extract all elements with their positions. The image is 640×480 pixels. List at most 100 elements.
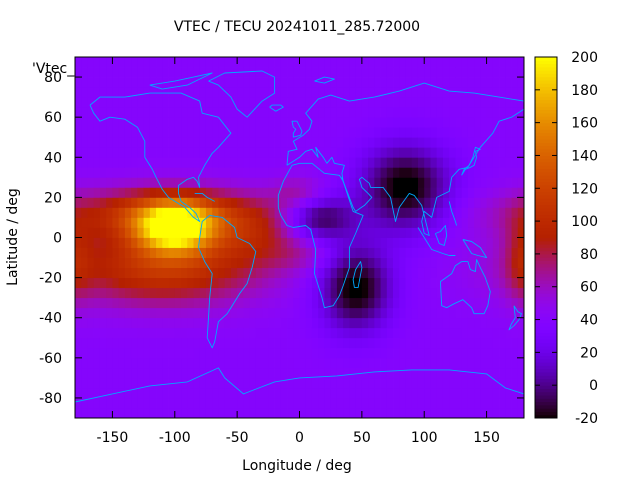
heatmap-cell — [112, 337, 120, 349]
heatmap-cell — [492, 297, 500, 309]
heatmap-cell — [411, 127, 419, 138]
heatmap-cell — [461, 357, 469, 369]
heatmap-cell — [75, 317, 82, 329]
heatmap-cell — [287, 257, 294, 268]
heatmap-cell — [224, 147, 232, 158]
heatmap-cell — [492, 167, 500, 178]
heatmap-cell — [193, 267, 201, 279]
heatmap-cell — [131, 157, 138, 168]
heatmap-cell — [87, 57, 95, 68]
colorbar-segment — [535, 106, 557, 111]
heatmap-cell — [393, 147, 400, 158]
heatmap-cell — [343, 87, 350, 98]
heatmap-cell — [274, 397, 282, 409]
heatmap-cell — [330, 367, 338, 379]
coastline-south-america — [198, 214, 257, 349]
heatmap-cell — [193, 157, 201, 168]
heatmap-cell — [224, 97, 232, 108]
heatmap-cell — [249, 57, 257, 68]
heatmap-cell — [124, 397, 132, 409]
heatmap-cell — [417, 297, 425, 309]
heatmap-cell — [467, 167, 475, 178]
heatmap-cell — [143, 377, 151, 389]
heatmap-cell — [449, 157, 456, 168]
heatmap-cell — [280, 297, 288, 309]
heatmap-cell — [449, 77, 456, 88]
heatmap-cell — [124, 97, 132, 108]
heatmap-cell — [405, 337, 413, 349]
heatmap-cell — [486, 157, 494, 168]
heatmap-cell — [349, 187, 357, 198]
heatmap-cell — [99, 177, 107, 188]
heatmap-cell — [218, 137, 226, 148]
heatmap-cell — [380, 197, 388, 208]
heatmap-cell — [181, 117, 188, 128]
heatmap-cell — [262, 157, 269, 168]
heatmap-cell — [480, 287, 487, 299]
heatmap-cell — [486, 127, 494, 138]
heatmap-cell — [280, 267, 288, 279]
heatmap-cell — [330, 57, 338, 68]
heatmap-cell — [386, 167, 394, 178]
heatmap-cell — [205, 347, 213, 359]
heatmap-cell — [486, 257, 494, 268]
heatmap-cell — [137, 387, 144, 399]
heatmap-cell — [224, 407, 232, 419]
heatmap-cell — [187, 217, 194, 228]
heatmap-cell — [436, 337, 444, 349]
heatmap-cell — [399, 347, 406, 359]
heatmap-cell — [305, 67, 313, 78]
y-tick-label: 0 — [53, 231, 62, 247]
heatmap-cell — [293, 357, 300, 369]
heatmap-cell — [181, 157, 188, 168]
heatmap-cell — [368, 57, 375, 68]
heatmap-cell — [131, 327, 138, 339]
heatmap-cell — [274, 287, 282, 299]
heatmap-cell — [311, 217, 319, 228]
heatmap-cell — [349, 227, 357, 238]
heatmap-cell — [174, 67, 182, 78]
heatmap-cell — [106, 397, 113, 409]
heatmap-cell — [511, 297, 519, 309]
heatmap-cell — [349, 117, 357, 128]
heatmap-cell — [442, 127, 450, 138]
heatmap-cell — [75, 307, 82, 319]
heatmap-cell — [274, 107, 282, 118]
heatmap-cell — [106, 337, 113, 349]
heatmap-cell — [436, 397, 444, 409]
heatmap-cell — [349, 217, 357, 228]
heatmap-cell — [293, 267, 300, 279]
heatmap-cell — [199, 247, 207, 258]
heatmap-cell — [268, 77, 275, 88]
heatmap-cell — [199, 127, 207, 138]
heatmap-cell — [187, 77, 194, 88]
heatmap-cell — [131, 127, 138, 138]
heatmap-cell — [168, 397, 176, 409]
heatmap-cell — [361, 127, 369, 138]
heatmap-cell — [330, 357, 338, 369]
heatmap-cell — [212, 367, 219, 379]
heatmap-cell — [262, 97, 269, 108]
heatmap-cell — [218, 107, 226, 118]
heatmap-cell — [87, 77, 95, 88]
heatmap-cell — [305, 207, 313, 218]
heatmap-cell — [511, 397, 519, 409]
heatmap-cell — [499, 207, 506, 218]
colorbar-segment — [535, 250, 557, 255]
heatmap-cell — [112, 197, 120, 208]
heatmap-cell — [112, 177, 120, 188]
heatmap-cell — [467, 407, 475, 419]
heatmap-cell — [361, 167, 369, 178]
heatmap-cell — [492, 257, 500, 268]
heatmap-cell — [75, 347, 82, 359]
heatmap-cell — [287, 387, 294, 399]
heatmap-cell — [112, 277, 120, 289]
heatmap-cell — [436, 367, 444, 379]
heatmap-cell — [467, 287, 475, 299]
heatmap-cell — [93, 187, 101, 198]
heatmap-cell — [287, 267, 294, 279]
heatmap-cell — [467, 117, 475, 128]
heatmap-cell — [212, 87, 219, 98]
heatmap-cell — [449, 97, 456, 108]
